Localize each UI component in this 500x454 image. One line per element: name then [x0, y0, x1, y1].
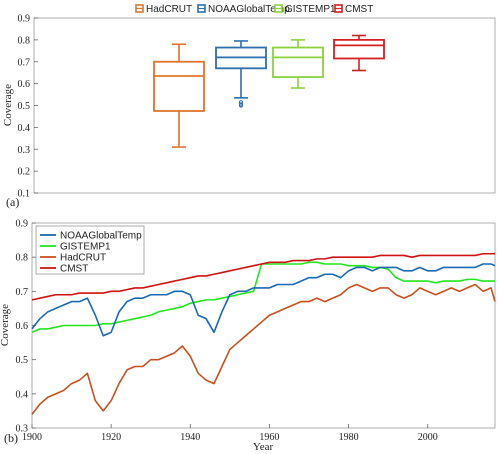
y-tick-label-b: 0.8: [16, 253, 29, 264]
x-tick-label-b: 2000: [418, 432, 438, 443]
legend-entry-gistemp1: GISTEMP1: [40, 242, 111, 253]
series-line-gistemp1: [31, 261, 495, 334]
y-tick-label-a: 0.2: [18, 167, 31, 178]
y-tick-label-b: 0.6: [16, 321, 29, 332]
box-noaaglobaltemp: [215, 40, 267, 108]
box-hadcrut: [153, 43, 205, 148]
outlier-point: [238, 103, 244, 108]
legend-text: HadCRUT: [60, 253, 106, 264]
legend-entry-noaaglobaltemp: NOAAGlobalTemp: [40, 231, 142, 242]
series-lines: [31, 252, 496, 415]
y-tick-label-a: 0.9: [18, 14, 31, 25]
x-tick-label-b: 1940: [180, 432, 200, 443]
box-iqr: [153, 60, 205, 112]
boxes: [153, 34, 385, 148]
series-line-hadcrut: [31, 283, 496, 415]
x-tick-label-b: 1920: [101, 432, 121, 443]
box-gistemp1: [272, 39, 324, 89]
legend-label: CMST: [345, 4, 373, 15]
y-tick-label-a: 0.8: [18, 35, 31, 46]
legend-text: NOAAGlobalTemp: [60, 231, 142, 242]
y-tick-label-a: 0.5: [18, 101, 31, 112]
y-tick-label-a: 0.1: [18, 189, 31, 200]
panel-label-a: (a): [6, 195, 19, 209]
legend-entry-hadcrut: HadCRUT: [40, 253, 106, 264]
panel-label-b: (b): [4, 431, 18, 445]
line-panel: 0.3 0.4 0.5 0.6 0.7 0.8 0.9 1900 1920 1940 1960 198…: [0, 219, 496, 453]
y-tick-label-b: 0.3: [16, 424, 29, 435]
boxplot-panel: 0.1 0.2 0.3 0.4 0.5 0.6 0.7 0.8 0.9 Coverage (a): [2, 14, 496, 209]
legend-item-noaaglobaltemp: NOAAGlobalTemp: [197, 4, 290, 15]
x-axis-label-b: Year: [253, 441, 274, 453]
x-tick-label-b: 1900: [22, 432, 42, 443]
box-cmst: [333, 34, 385, 72]
legend-entry-cmst: CMST: [40, 264, 88, 275]
legend-text: GISTEMP1: [60, 242, 111, 253]
legend-label: NOAAGlobalTemp: [208, 4, 290, 15]
x-tick-label-b: 1960: [259, 432, 279, 443]
series-line-noaaglobaltemp: [31, 263, 496, 337]
y-tick-label-a: 0.6: [18, 79, 31, 90]
y-tick-label-b: 0.4: [16, 389, 29, 400]
axis-ticks-b: 0.3 0.4 0.5 0.6 0.7 0.8 0.9 1900 1920 1940 1960 198…: [16, 219, 438, 444]
y-tick-label-b: 0.5: [16, 355, 29, 366]
plot-frame-a: [33, 17, 496, 194]
y-axis-label-b: Coverage: [0, 304, 11, 346]
legend-text: CMST: [60, 264, 88, 275]
y-tick-label-b: 0.9: [16, 219, 29, 230]
y-tick-label-a: 0.4: [18, 123, 31, 134]
legend-item-cmst: CMST: [334, 4, 373, 15]
legend-box-b: [35, 225, 145, 275]
y-tick-label-b: 0.7: [16, 287, 29, 298]
legend-label: HadCRUT: [146, 4, 192, 15]
y-tick-label-a: 0.3: [18, 145, 31, 156]
box-iqr: [333, 38, 385, 60]
series-line-cmst: [31, 252, 495, 301]
legend-item-hadcrut: HadCRUT: [135, 4, 192, 15]
y-ticks-a: 0.1 0.2 0.3 0.4 0.5 0.6 0.7 0.8 0.9: [18, 14, 38, 200]
legend-item-gistemp1: GISTEMP1: [274, 4, 336, 15]
x-tick-label-b: 1980: [339, 432, 359, 443]
legend-label: GISTEMP1: [285, 4, 336, 15]
box-iqr: [272, 46, 324, 78]
y-tick-label-a: 0.7: [18, 57, 31, 68]
y-axis-label-a: Coverage: [2, 84, 14, 126]
